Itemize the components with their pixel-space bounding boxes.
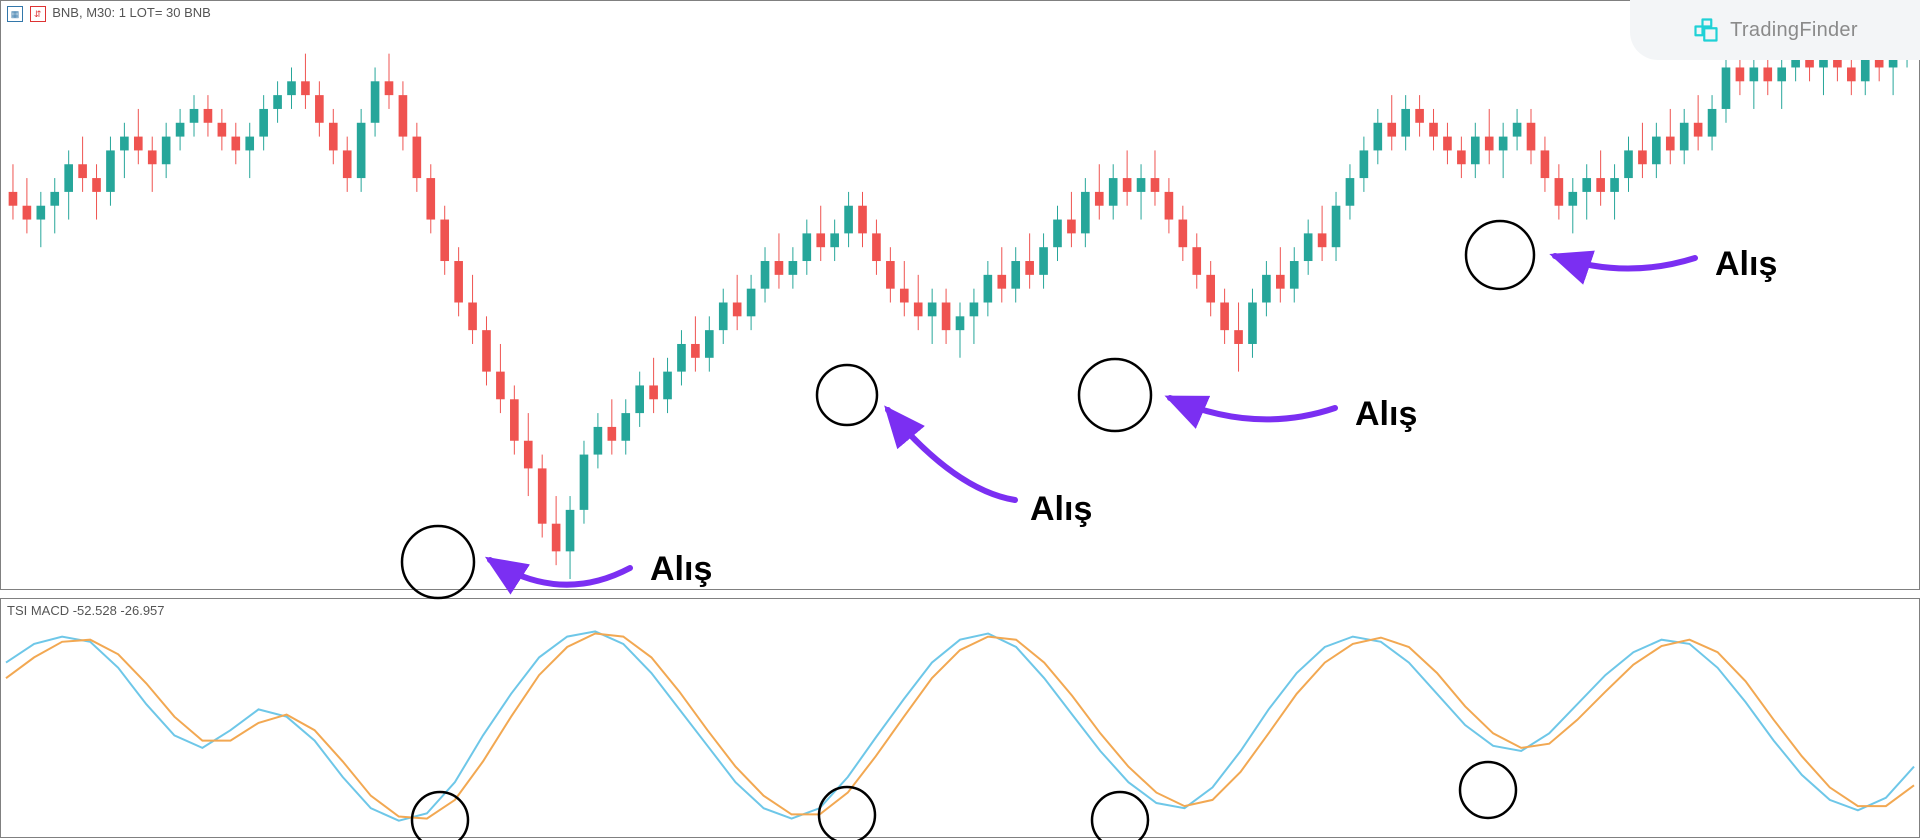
watermark: TradingFinder	[1630, 0, 1920, 60]
price-chart-panel[interactable]: ▦ ⇵ BNB, M30: 1 LOT= 30 BNB	[0, 0, 1920, 590]
price-title-text: BNB, M30: 1 LOT= 30 BNB	[52, 5, 211, 20]
indicator-title-text: TSI MACD -52.528 -26.957	[7, 603, 165, 618]
grid-icon: ▦	[7, 6, 23, 22]
price-panel-title: ▦ ⇵ BNB, M30: 1 LOT= 30 BNB	[7, 5, 211, 22]
indicator-panel[interactable]: TSI MACD -52.528 -26.957	[0, 598, 1920, 838]
watermark-text: TradingFinder	[1730, 19, 1858, 42]
chart-container: ▦ ⇵ BNB, M30: 1 LOT= 30 BNB TradingFinde…	[0, 0, 1920, 840]
indicator-title: TSI MACD -52.528 -26.957	[7, 603, 165, 618]
watermark-logo-icon	[1692, 16, 1720, 44]
price-svg	[1, 1, 1919, 589]
candle-icon: ⇵	[30, 6, 46, 22]
indicator-svg	[1, 599, 1919, 837]
